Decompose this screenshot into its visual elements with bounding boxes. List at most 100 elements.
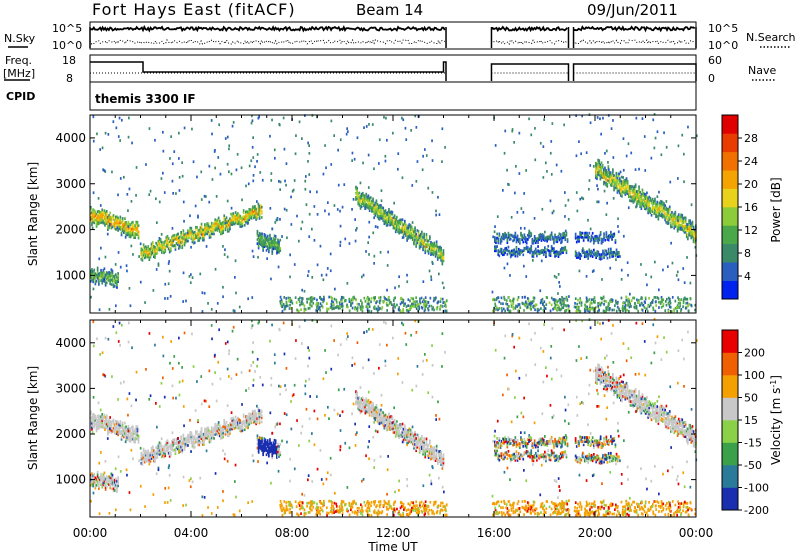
power-pixel — [311, 276, 314, 279]
power-pixel — [660, 202, 663, 206]
power-pixel — [262, 242, 264, 246]
velocity-pixel — [145, 460, 147, 463]
power-pixel — [549, 233, 552, 237]
power-pixel — [399, 228, 402, 232]
colorbar-tick-label: 4 — [744, 270, 751, 283]
power-pixel — [691, 220, 694, 224]
power-pixel — [182, 200, 185, 204]
power-pixel — [508, 236, 511, 239]
power-pixel — [145, 163, 147, 166]
power-pixel — [254, 211, 256, 214]
power-pixel — [631, 195, 634, 199]
power-pixel — [440, 259, 442, 262]
power-pixel — [504, 251, 506, 255]
power-pixel — [182, 233, 185, 237]
velocity-pixel — [108, 420, 110, 424]
power-pixel — [357, 200, 360, 204]
power-pixel — [104, 211, 107, 215]
power-pixel — [304, 187, 307, 191]
power-pixel — [617, 189, 620, 193]
velocity-pixel — [121, 421, 124, 425]
power-pixel — [686, 301, 689, 305]
power-pixel — [103, 275, 106, 279]
power-pixel — [600, 165, 603, 169]
power-pixel — [564, 309, 566, 313]
power-pixel — [251, 213, 254, 217]
power-pixel — [578, 253, 580, 257]
power-pixel — [622, 176, 624, 179]
velocity-pixel — [180, 441, 182, 445]
power-pixel — [591, 270, 594, 273]
power-pixel — [356, 309, 359, 312]
power-pixel — [647, 305, 649, 308]
velocity-pixel — [162, 454, 164, 458]
power-pixel — [419, 300, 421, 303]
power-pixel — [424, 245, 427, 248]
power-pixel — [625, 179, 628, 182]
power-pixel — [658, 209, 661, 213]
power-pixel — [675, 220, 678, 224]
power-pixel — [441, 297, 444, 301]
velocity-pixel — [103, 471, 106, 475]
power-pixel — [178, 189, 181, 192]
power-pixel — [367, 198, 370, 202]
power-pixel — [253, 210, 255, 213]
power-pixel — [656, 206, 659, 210]
power-pixel — [615, 186, 618, 190]
power-pixel — [93, 276, 96, 280]
power-pixel — [422, 280, 425, 283]
power-pixel — [142, 253, 145, 257]
power-pixel — [104, 215, 107, 219]
power-pixel — [617, 182, 620, 186]
power-pixel — [380, 189, 383, 192]
power-pixel — [606, 185, 609, 188]
power-pixel — [411, 221, 414, 224]
power-pixel — [166, 243, 169, 246]
power-pixel — [577, 254, 579, 257]
power-pixel — [288, 307, 291, 310]
power-pixel — [238, 222, 240, 225]
power-pixel — [399, 309, 401, 312]
power-pixel — [605, 179, 607, 183]
velocity-pixel — [101, 413, 104, 416]
power-pixel — [565, 233, 568, 237]
power-pixel — [656, 211, 659, 214]
power-pixel — [364, 199, 366, 202]
velocity-pixel — [119, 422, 122, 425]
power-pixel — [201, 238, 204, 242]
power-pixel — [423, 238, 425, 242]
power-pixel — [599, 255, 602, 259]
power-pixel — [398, 275, 400, 279]
power-pixel — [662, 209, 664, 213]
velocity-pixel — [208, 440, 211, 444]
power-pixel — [618, 255, 620, 258]
power-pixel — [596, 200, 598, 204]
power-pixel — [162, 250, 164, 253]
velocity-pixel — [110, 424, 113, 428]
power-pixel — [384, 215, 387, 219]
power-pixel — [523, 227, 526, 230]
power-pixel — [521, 234, 523, 237]
power-pixel — [206, 228, 209, 232]
power-pixel — [431, 260, 434, 264]
power-pixel — [617, 178, 620, 182]
velocity-pixel — [171, 446, 173, 449]
velocity-pixel — [218, 430, 221, 434]
power-pixel — [599, 173, 602, 177]
power-pixel — [223, 214, 226, 218]
power-pixel — [620, 296, 623, 300]
nsky-tick-top: 10^5 — [52, 22, 82, 35]
power-pixel — [271, 241, 274, 245]
power-pixel — [189, 228, 192, 232]
power-pixel — [149, 253, 152, 257]
velocity-pixel — [190, 437, 193, 441]
power-pixel — [614, 239, 617, 242]
power-pixel — [259, 208, 262, 212]
velocity-pixel — [141, 459, 144, 462]
power-pixel — [104, 170, 107, 173]
power-pixel — [600, 161, 603, 165]
power-pixel — [326, 267, 329, 270]
power-pixel — [135, 166, 138, 169]
velocity-pixel — [143, 450, 146, 454]
velocity-pixel — [115, 420, 117, 423]
